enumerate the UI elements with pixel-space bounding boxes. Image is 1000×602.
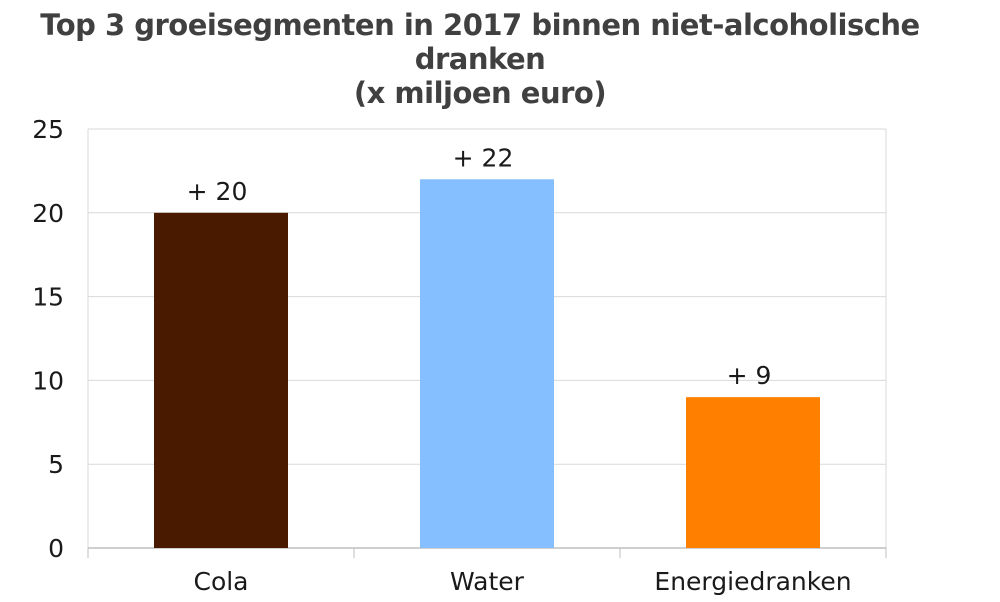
y-tick-label: 0 [48,534,64,563]
y-tick-label: 5 [48,450,64,479]
chart-title-block: Top 3 groeisegmenten in 2017 binnen niet… [0,8,960,110]
chart-subtitle: (x miljoen euro) [353,76,607,110]
bar-water [420,179,554,548]
bar-energiedranken [686,397,820,548]
x-tick-label: Energiedranken [654,567,851,596]
bar-cola [154,212,288,549]
data-label: + 9 [727,361,772,390]
y-tick-label: 10 [32,366,64,395]
y-tick-label: 25 [32,115,64,144]
y-tick-label: 15 [32,283,64,312]
x-tick-label: Cola [193,567,248,596]
data-label: + 22 [453,143,514,172]
chart-title: Top 3 groeisegmenten in 2017 binnen niet… [40,8,920,76]
x-tick-label: Water [450,567,525,596]
data-label: + 20 [187,177,248,206]
y-tick-label: 20 [32,199,64,228]
